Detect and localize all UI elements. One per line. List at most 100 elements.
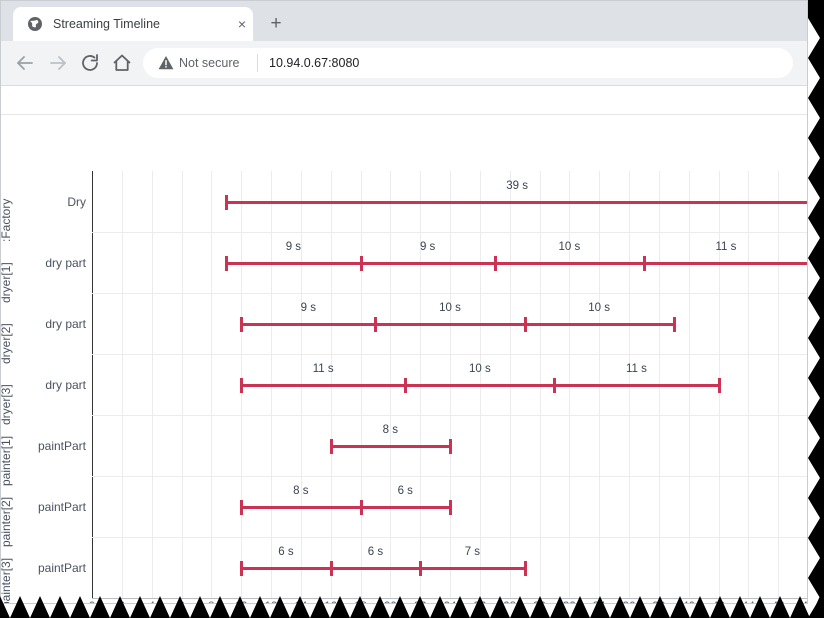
segment-duration-label: 7 s (464, 545, 481, 558)
back-arrow-icon[interactable] (13, 51, 37, 75)
row-grid-line (92, 415, 807, 416)
y-axis-task-label: dry part (45, 255, 86, 270)
y-axis-group-label: dryer[3] (1, 384, 13, 425)
segment-boundary-marker (225, 255, 229, 271)
row-grid-line (92, 354, 807, 355)
segment-boundary-marker (523, 316, 527, 332)
segment-boundary-marker (329, 560, 333, 576)
row-grid-line (92, 293, 807, 294)
grid-line (748, 171, 750, 598)
grid-line (211, 171, 213, 598)
timeline-chart: 0246810121416182022242628303234363840424… (1, 115, 807, 603)
grid-line (181, 171, 183, 598)
timeline-bar[interactable] (241, 566, 525, 570)
segment-duration-label: 10 s (588, 301, 611, 314)
globe-icon (27, 16, 43, 32)
x-axis-tick-label: 40 (674, 601, 704, 603)
segment-duration-label: 8 s (293, 484, 309, 497)
x-axis-tick-label: 48 (793, 601, 807, 603)
grid-line (778, 171, 780, 598)
segment-boundary-marker (240, 499, 244, 515)
segment-boundary-marker (359, 255, 363, 271)
browser-window: Streaming Timeline × + (0, 0, 808, 604)
torn-edge-bottom (0, 588, 824, 618)
segment-duration-label: 9 s (419, 240, 436, 253)
segment-duration-label: 10 s (439, 301, 461, 314)
browser-toolbar: Not secure 10.94.0.67:8080 (1, 41, 807, 86)
segment-duration-label: 6 s (367, 545, 384, 558)
tab-title: Streaming Timeline (53, 17, 160, 31)
timeline-bar[interactable] (226, 200, 807, 204)
segment-boundary-marker (374, 316, 378, 332)
timeline-bar[interactable] (241, 322, 674, 326)
grid-line (151, 171, 153, 598)
security-status-text: Not secure (179, 56, 240, 70)
x-axis-tick-label: 16 (316, 601, 346, 603)
segment-boundary-marker (240, 377, 244, 393)
segment-boundary-marker (404, 377, 408, 393)
segment-boundary-marker (359, 499, 363, 515)
x-axis-tick-label: 44 (733, 601, 763, 603)
new-tab-button[interactable]: + (270, 13, 282, 34)
y-axis-task-label: Dry (67, 194, 86, 209)
forward-arrow-icon[interactable] (46, 51, 70, 75)
x-axis-tick-label: 36 (614, 601, 644, 603)
torn-edge-right (794, 0, 824, 618)
address-bar[interactable]: Not secure 10.94.0.67:8080 (143, 48, 793, 78)
browser-tab[interactable]: Streaming Timeline × (13, 7, 253, 41)
segment-duration-label: 6 s (397, 484, 413, 497)
segment-duration-label: 8 s (382, 423, 398, 436)
y-axis-group-label: painter[1] (1, 435, 13, 486)
segment-duration-label: 10 s (558, 240, 581, 253)
segment-duration-label: 11 s (626, 362, 647, 375)
segment-boundary-marker (642, 255, 646, 271)
segment-duration-label: 39 s (506, 179, 528, 192)
close-icon[interactable]: × (237, 16, 247, 32)
segment-boundary-marker (449, 438, 452, 454)
x-axis-line (92, 598, 807, 599)
segment-duration-label: 9 s (300, 301, 316, 314)
x-axis-tick-label: 20 (375, 601, 405, 603)
segment-boundary-marker (240, 560, 244, 576)
x-axis-tick-label: 8 (196, 601, 226, 603)
x-axis-tick-label: 12 (256, 601, 286, 603)
x-axis-tick-label: 32 (554, 601, 584, 603)
home-icon[interactable] (110, 51, 134, 75)
reload-icon[interactable] (78, 51, 102, 75)
y-axis-task-label: dry part (45, 316, 86, 331)
segment-boundary-marker (225, 194, 229, 210)
y-axis-task-label: paintPart (37, 499, 86, 514)
x-axis-tick-label: 24 (435, 601, 465, 603)
y-axis-task-label: dry part (45, 377, 86, 392)
page-content: 0246810121416182022242628303234363840424… (1, 115, 807, 603)
segment-duration-label: 11 s (312, 362, 334, 375)
segment-boundary-marker (553, 377, 557, 393)
x-axis-tick-label: 28 (495, 601, 525, 603)
segment-boundary-marker (240, 316, 244, 332)
bookmarks-bar (1, 86, 807, 115)
tab-strip: Streaming Timeline × + (1, 1, 807, 41)
y-axis-group-label: :Factory (1, 198, 13, 242)
row-grid-line (92, 537, 807, 538)
segment-boundary-marker (672, 316, 676, 332)
y-axis-task-label: paintPart (37, 560, 86, 575)
timeline-bar[interactable] (241, 505, 450, 509)
timeline-bar[interactable] (241, 383, 719, 387)
segment-duration-label: 6 s (278, 545, 294, 558)
omnibox-divider (257, 54, 258, 72)
timeline-bar[interactable] (330, 444, 450, 448)
x-axis-tick-label: 0 (77, 601, 107, 603)
segment-duration-label: 11 s (715, 240, 737, 253)
grid-line (121, 171, 123, 598)
y-axis-group-label: painter[2] (1, 496, 13, 547)
segment-duration-label: 9 s (285, 240, 302, 253)
segment-duration-label: 10 s (468, 362, 491, 375)
segment-boundary-marker (523, 560, 527, 576)
y-axis-group-label: dryer[1] (1, 262, 13, 303)
address-bar-url: 10.94.0.67:8080 (269, 56, 360, 70)
segment-boundary-marker (329, 438, 333, 454)
segment-boundary-marker (449, 499, 452, 515)
y-axis-line (92, 171, 93, 598)
timeline-bar[interactable] (226, 261, 807, 265)
